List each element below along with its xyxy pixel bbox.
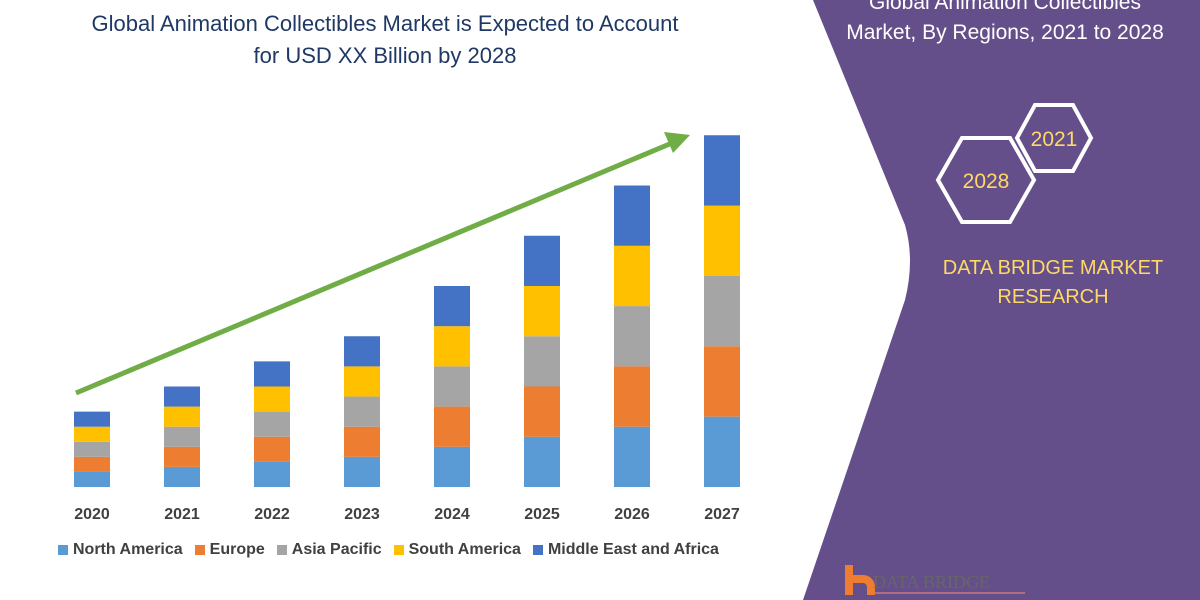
bar-segment-2025-1 [524, 386, 560, 437]
bar-segment-2024-4 [434, 286, 470, 327]
bar-segment-2023-4 [344, 336, 380, 367]
side-title-line-2: Market, By Regions, 2021 to 2028 [846, 21, 1164, 44]
bar-segment-2020-1 [74, 456, 110, 472]
bar-segment-2026-4 [614, 185, 650, 246]
trend-arrow-head [664, 132, 690, 153]
legend-swatch [276, 545, 287, 555]
x-tick-2027: 2027 [704, 506, 740, 523]
bar-segment-2022-4 [254, 361, 290, 387]
legend-swatch [532, 545, 543, 555]
legend-label: South America [408, 541, 521, 558]
x-tick-2026: 2026 [614, 506, 650, 523]
legend-label: Asia Pacific [291, 541, 382, 558]
brand-text: DATA BRIDGE MARKET RESEARCH [900, 254, 1200, 312]
bar-segment-2027-2 [704, 275, 740, 347]
bar-segment-2027-0 [704, 416, 740, 487]
side-panel-background [803, 0, 1200, 600]
bar-segment-2021-2 [164, 426, 200, 447]
bar-segment-2022-0 [254, 461, 290, 487]
bar-segment-2024-1 [434, 406, 470, 447]
x-tick-2021: 2021 [164, 506, 200, 523]
svg-text:DATA BRIDGE: DATA BRIDGE [873, 572, 990, 592]
bar-segment-2025-2 [524, 336, 560, 387]
legend-item: Europe [194, 541, 265, 559]
side-title-line-1: Global Animation Collectibles [869, 0, 1141, 14]
bar-segment-2023-1 [344, 426, 380, 457]
bar-segment-2021-3 [164, 406, 200, 427]
legend-item: Asia Pacific [276, 541, 382, 559]
bar-segment-2022-1 [254, 436, 290, 462]
bar-segment-2021-4 [164, 386, 200, 407]
title-line-2: for USD XX Billion by 2028 [253, 43, 517, 68]
chart-title: Global Animation Collectibles Market is … [40, 8, 730, 72]
x-tick-2023: 2023 [344, 506, 380, 523]
logo: DATA BRIDGE [845, 565, 1025, 595]
x-tick-2025: 2025 [524, 506, 560, 523]
bar-segment-2020-2 [74, 441, 110, 457]
title-line-1: Global Animation Collectibles Market is … [91, 11, 679, 36]
legend-label: North America [73, 541, 183, 558]
hex-label-2028: 2028 [963, 170, 1010, 193]
bar-segment-2025-0 [524, 436, 560, 487]
legend-item: Middle East and Africa [532, 541, 719, 559]
legend-item: South America [393, 541, 521, 559]
bar-segment-2026-0 [614, 426, 650, 487]
bar-segment-2024-3 [434, 326, 470, 367]
bar-segment-2024-0 [434, 446, 470, 487]
legend-label: Middle East and Africa [547, 541, 719, 558]
bar-segment-2023-0 [344, 456, 380, 487]
bar-segment-2022-2 [254, 411, 290, 437]
bar-segment-2020-3 [74, 426, 110, 442]
brand-line-1: DATA BRIDGE MARKET [942, 257, 1164, 279]
hexagon-2021 [1014, 103, 1094, 173]
bar-segment-2022-3 [254, 386, 290, 412]
bar-segment-2023-2 [344, 396, 380, 427]
trend-arrow [75, 140, 673, 396]
bar-segment-2026-3 [614, 245, 650, 307]
legend-swatch [393, 545, 404, 555]
x-tick-labels: 2020 2021 2022 2023 2024 2025 2026 2027 [74, 506, 740, 523]
x-tick-2024: 2024 [434, 506, 470, 523]
bar-segment-2027-4 [704, 135, 740, 206]
hexagon-2028 [935, 136, 1037, 224]
legend-swatch [58, 545, 68, 555]
x-tick-2020: 2020 [74, 506, 110, 523]
legend-item: North America [58, 541, 183, 559]
bar-segment-2020-4 [74, 411, 110, 427]
brand-line-2: RESEARCH [997, 286, 1109, 308]
bar-segment-2026-2 [614, 306, 650, 367]
bar-segment-2020-0 [74, 471, 110, 487]
bar-segment-2025-3 [524, 286, 560, 337]
bar-segment-2026-1 [614, 366, 650, 427]
bar-segment-2025-4 [524, 235, 560, 286]
bar-segment-2021-1 [164, 446, 200, 467]
legend-swatch [194, 545, 205, 555]
bar-segment-2024-2 [434, 366, 470, 407]
legend-label: Europe [209, 541, 265, 558]
bars [74, 135, 740, 487]
legend: North America Europe Asia Pacific South Ame… [58, 541, 719, 559]
bar-segment-2023-3 [344, 366, 380, 397]
x-tick-2022: 2022 [254, 506, 290, 523]
bar-segment-2021-0 [164, 466, 200, 487]
bar-segment-2027-3 [704, 205, 740, 276]
side-panel-title: Global Animation Collectibles Market, By… [820, 0, 1190, 48]
bar-segment-2027-1 [704, 346, 740, 417]
hex-label-2021: 2021 [1031, 128, 1078, 151]
